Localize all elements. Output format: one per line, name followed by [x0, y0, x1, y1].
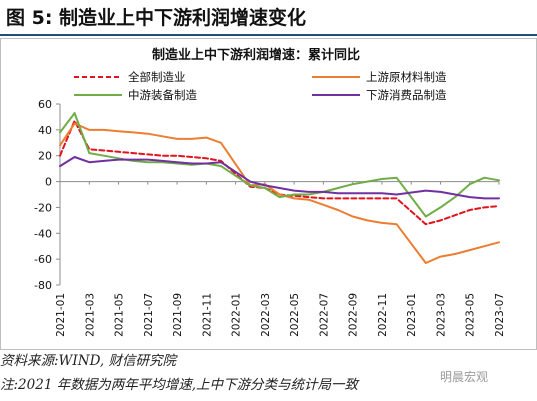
y-tick-label: 60: [38, 98, 52, 111]
x-tick-label: 2021-07: [143, 293, 155, 337]
footnote: 注:2021 年数据为两年平均增速,上中下游分类与统计局一致: [0, 377, 358, 393]
legend-label: 全部制造业: [128, 70, 186, 84]
x-tick-label: 2023-01: [406, 293, 418, 337]
legend-label: 下游消费品制造: [366, 88, 447, 102]
watermark-text: 明晨宏观: [440, 370, 489, 384]
x-tick-label: 2022-09: [348, 293, 360, 337]
y-tick-label: -80: [34, 279, 52, 292]
x-tick-label: 2022-03: [260, 293, 272, 337]
legend-label: 上游原材料制造: [366, 70, 447, 84]
y-tick-label: 20: [38, 150, 52, 163]
x-tick-label: 2022-05: [289, 293, 301, 337]
y-tick-label: -60: [34, 253, 52, 266]
figure-heading: 图 5: 制造业上中下游利润增速变化: [0, 0, 537, 36]
series-line: [59, 156, 500, 200]
chart-frame: 制造业上中下游利润增速：累计同比 全部制造业 上游原材料制造中游装备制造 下游消费品…: [0, 38, 537, 350]
y-tick-label: 40: [38, 124, 52, 137]
x-tick-label: 2022-11: [377, 293, 389, 337]
y-tick-label: 0: [45, 176, 52, 189]
source-note: 资料来源:WIND, 财信研究院: [0, 353, 176, 369]
x-tick-label: 2022-01: [231, 293, 243, 337]
x-tick-label: 2021-01: [55, 293, 67, 337]
x-tick-label: 2021-05: [114, 293, 126, 337]
series-line: [59, 119, 500, 226]
x-tick-label: 2023-03: [435, 293, 447, 337]
chart-title: 制造业上中下游利润增速：累计同比: [152, 47, 360, 63]
x-tick-label: 2023-07: [494, 293, 506, 337]
x-tick-label: 2022-07: [318, 293, 330, 337]
chart-series: [59, 112, 500, 264]
legend-label: 中游装备制造: [128, 88, 197, 102]
y-tick-label: -40: [34, 227, 52, 240]
x-tick-label: 2021-03: [84, 293, 96, 337]
series-line: [59, 122, 500, 264]
x-tick-label: 2021-11: [201, 293, 213, 337]
y-tick-label: -20: [34, 201, 52, 214]
x-tick-label: 2023-05: [465, 293, 477, 337]
series-line: [59, 112, 500, 218]
x-tick-label: 2021-09: [172, 293, 184, 337]
